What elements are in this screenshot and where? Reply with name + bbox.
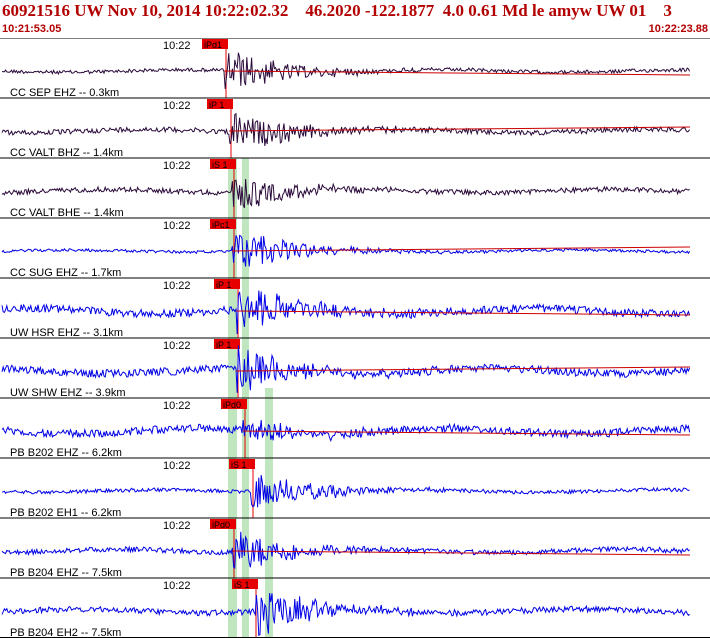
window-end-time: 10:22:23.88 xyxy=(648,23,708,35)
seismogram-trace[interactable] xyxy=(1,345,691,393)
pick-flag[interactable] xyxy=(210,159,236,169)
trace-time-label: 10:22 xyxy=(163,460,191,472)
pick-flag[interactable] xyxy=(229,459,255,469)
seismogram-trace[interactable] xyxy=(1,290,691,335)
seismogram-trace[interactable] xyxy=(1,475,690,508)
coda-line xyxy=(223,70,691,76)
trace-time-label: 10:22 xyxy=(163,340,191,352)
seismogram-trace[interactable] xyxy=(1,234,691,267)
pick-flag[interactable] xyxy=(202,39,228,49)
event-title: 60921516 UW Nov 10, 2014 10:22:02.32 46.… xyxy=(2,1,672,20)
window-start-time: 10:21:53.05 xyxy=(2,23,62,35)
pick-label[interactable]: iPd0 xyxy=(212,520,230,530)
pick-label[interactable]: iP 1 xyxy=(209,100,224,110)
pick-label[interactable]: iPd1 xyxy=(204,40,222,50)
pick-flag[interactable] xyxy=(214,279,240,289)
station-label: CC SUG EHZ -- 1.7km xyxy=(10,267,121,279)
station-label: CC VALT BHE -- 1.4km xyxy=(10,207,124,219)
seismogram-trace[interactable] xyxy=(1,112,690,146)
pick-label[interactable]: iS 1 xyxy=(231,460,247,470)
station-label: CC VALT BHZ -- 1.4km xyxy=(10,147,123,159)
seismogram-trace[interactable] xyxy=(1,420,691,442)
station-label: PB B202 EHZ -- 6.2km xyxy=(10,447,122,459)
trace-time-label: 10:22 xyxy=(163,100,191,112)
s-window-band xyxy=(265,388,273,638)
station-label: PB B202 EH1 -- 6.2km xyxy=(10,507,121,519)
pick-flag[interactable] xyxy=(232,579,258,589)
trace-time-label: 10:22 xyxy=(163,580,191,592)
trace-time-label: 10:22 xyxy=(163,220,191,232)
pick-label[interactable]: iS 1 xyxy=(234,580,250,590)
coda-line xyxy=(228,126,691,132)
pick-flag[interactable] xyxy=(207,99,233,109)
station-label: PB B204 EHZ -- 7.5km xyxy=(10,567,122,579)
pick-flag[interactable] xyxy=(210,219,236,229)
pick-label[interactable]: iP 1 xyxy=(216,340,231,350)
seismogram-panel[interactable]: 10:22 iPd1 CC SEP EHZ -- 0.3km 10:22 iP 1 CC … xyxy=(0,38,710,638)
station-label: UW HSR EHZ -- 3.1km xyxy=(10,327,123,339)
trace-time-label: 10:22 xyxy=(163,400,191,412)
trace-time-label: 10:22 xyxy=(163,40,191,52)
pick-label[interactable]: iP 1 xyxy=(216,280,231,290)
seismogram-trace[interactable] xyxy=(1,531,690,570)
event-header: 60921516 UW Nov 10, 2014 10:22:02.32 46.… xyxy=(0,0,710,38)
coda-line xyxy=(235,366,691,372)
station-label: CC SEP EHZ -- 0.3km xyxy=(10,87,119,99)
coda-line xyxy=(231,550,691,556)
pick-flag[interactable] xyxy=(214,339,240,349)
pick-flag[interactable] xyxy=(210,519,236,529)
trace-time-label: 10:22 xyxy=(163,280,191,292)
pick-label[interactable]: iS 1 xyxy=(212,160,228,170)
pick-label[interactable]: iPc1 xyxy=(212,220,230,230)
seismogram-trace[interactable] xyxy=(1,178,690,209)
coda-line xyxy=(235,310,691,316)
coda-line xyxy=(231,246,691,252)
pick-label[interactable]: iPd0 xyxy=(223,400,241,410)
trace-time-label: 10:22 xyxy=(163,520,191,532)
seismogram-trace[interactable] xyxy=(2,52,691,89)
coda-line xyxy=(242,430,691,436)
pick-flag[interactable] xyxy=(221,399,247,409)
trace-time-label: 10:22 xyxy=(163,160,191,172)
station-label: UW SHW EHZ -- 3.9km xyxy=(10,387,126,399)
station-label: PB B204 EH2 -- 7.5km xyxy=(10,627,121,638)
seismogram-trace[interactable] xyxy=(1,593,690,637)
